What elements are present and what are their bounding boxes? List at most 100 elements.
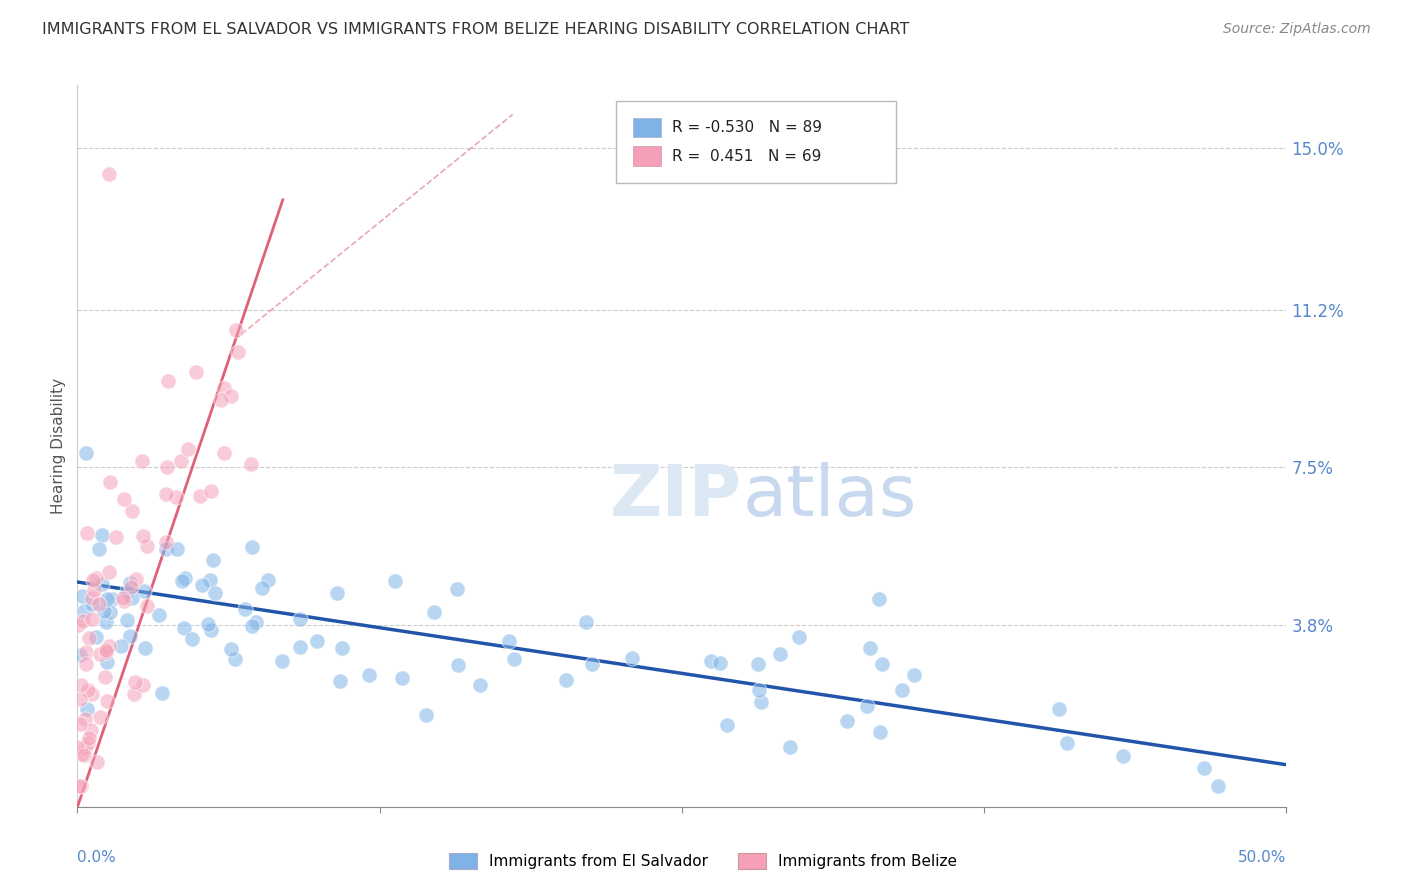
Point xyxy=(97,167,120,181)
Point xyxy=(384,574,406,588)
Text: R =  0.451   N = 69: R = 0.451 N = 69 xyxy=(672,149,821,163)
Point xyxy=(96,656,118,670)
Point xyxy=(155,541,177,556)
Point xyxy=(155,487,177,501)
Point xyxy=(325,586,347,600)
Point xyxy=(73,604,96,618)
Point xyxy=(69,678,91,692)
Point xyxy=(498,633,520,648)
Point xyxy=(868,592,890,607)
Point xyxy=(80,723,103,737)
Point xyxy=(73,713,96,727)
Point xyxy=(91,527,114,541)
Point xyxy=(1112,748,1135,763)
Point xyxy=(93,604,115,618)
Point xyxy=(307,633,329,648)
Point xyxy=(1056,736,1078,750)
Point xyxy=(83,583,105,598)
Point xyxy=(96,643,118,657)
Point xyxy=(1208,779,1230,793)
Point xyxy=(233,602,256,616)
Legend: Immigrants from El Salvador, Immigrants from Belize: Immigrants from El Salvador, Immigrants … xyxy=(443,847,963,875)
Point xyxy=(575,615,598,629)
Point xyxy=(749,695,772,709)
Point xyxy=(82,597,104,611)
Point xyxy=(69,648,91,663)
Point xyxy=(181,632,204,646)
Point xyxy=(870,657,893,671)
Point xyxy=(148,608,170,623)
Point xyxy=(132,678,155,692)
Point xyxy=(117,583,139,598)
Point xyxy=(1047,702,1070,716)
Point xyxy=(225,322,247,336)
Point xyxy=(173,621,195,635)
Point xyxy=(202,552,225,566)
Point xyxy=(70,779,93,793)
Point xyxy=(700,654,723,668)
Point xyxy=(89,541,111,556)
Point xyxy=(252,581,274,595)
Point xyxy=(72,614,94,628)
Point xyxy=(890,683,912,698)
Point xyxy=(204,586,226,600)
Point xyxy=(209,393,232,408)
Text: R = -0.530   N = 89: R = -0.530 N = 89 xyxy=(672,120,823,135)
Point xyxy=(716,718,738,732)
Point xyxy=(75,445,97,459)
Point xyxy=(121,504,143,518)
Point xyxy=(118,629,141,643)
Point xyxy=(111,591,134,605)
Point xyxy=(70,747,93,761)
Point xyxy=(172,574,194,588)
Point xyxy=(79,731,101,746)
Point xyxy=(96,694,118,708)
Point xyxy=(82,612,104,626)
Point xyxy=(219,642,242,657)
Point xyxy=(132,529,155,543)
Point xyxy=(200,483,222,498)
Text: 0.0%: 0.0% xyxy=(77,850,117,864)
Point xyxy=(69,717,91,731)
Point xyxy=(122,687,145,701)
Point xyxy=(837,714,859,728)
Point xyxy=(96,615,118,629)
Point xyxy=(98,606,121,620)
Point xyxy=(769,648,792,662)
Point xyxy=(747,657,769,671)
Point xyxy=(200,624,222,638)
Point xyxy=(67,779,90,793)
Point xyxy=(240,458,263,472)
Point xyxy=(120,580,142,594)
Point xyxy=(84,631,107,645)
Point xyxy=(112,594,135,608)
Text: ZIP: ZIP xyxy=(610,462,742,531)
Point xyxy=(747,683,769,698)
Point xyxy=(177,442,200,456)
Point xyxy=(76,526,98,541)
Text: 50.0%: 50.0% xyxy=(1239,850,1286,864)
Point xyxy=(359,668,381,682)
Point xyxy=(121,591,143,605)
Point xyxy=(125,572,148,586)
Point xyxy=(332,640,354,655)
Point xyxy=(869,725,891,739)
Point xyxy=(89,647,111,661)
Point xyxy=(135,539,157,553)
Point xyxy=(82,573,104,587)
Point xyxy=(136,599,159,614)
Point xyxy=(446,582,468,596)
Point xyxy=(581,657,603,671)
Point xyxy=(75,645,97,659)
Point xyxy=(91,577,114,591)
Point xyxy=(134,641,156,656)
Point xyxy=(75,741,97,756)
Point xyxy=(155,535,177,549)
Point xyxy=(157,375,180,389)
Point xyxy=(174,571,197,585)
Point xyxy=(1192,761,1215,775)
Point xyxy=(423,605,446,619)
Point xyxy=(415,707,437,722)
Point xyxy=(859,641,882,656)
Point xyxy=(112,491,135,506)
